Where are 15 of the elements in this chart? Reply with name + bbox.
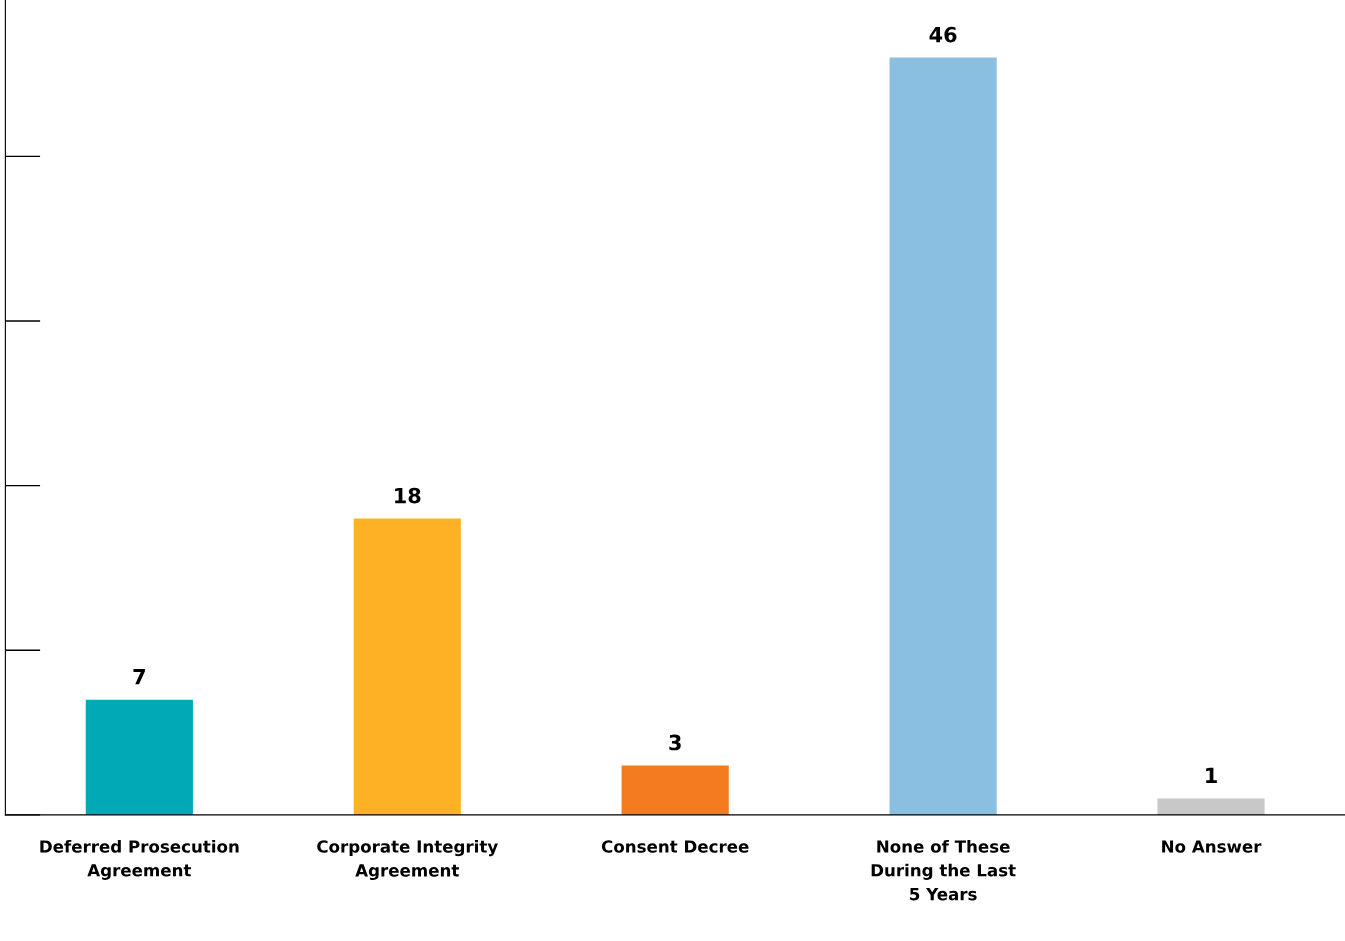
x-tick-label: No Answer (1162, 840, 1262, 853)
x-tick-label: Deferred Prosecution Agreement (40, 839, 239, 880)
x-tick-label: Consent Decree (601, 840, 749, 853)
x-tick-label: None of These During the Last 5 Years (871, 839, 1016, 901)
data-label: 46 (929, 26, 957, 43)
data-label: 3 (669, 734, 681, 751)
bar (353, 518, 461, 815)
data-label: 1 (1206, 767, 1217, 783)
data-label: 18 (395, 487, 421, 504)
bar (85, 699, 193, 815)
bar (889, 57, 997, 815)
bar (1157, 798, 1265, 815)
x-tick-label: Corporate Integrity Agreement (317, 839, 498, 881)
bar (621, 765, 729, 815)
data-label: 7 (133, 669, 145, 685)
